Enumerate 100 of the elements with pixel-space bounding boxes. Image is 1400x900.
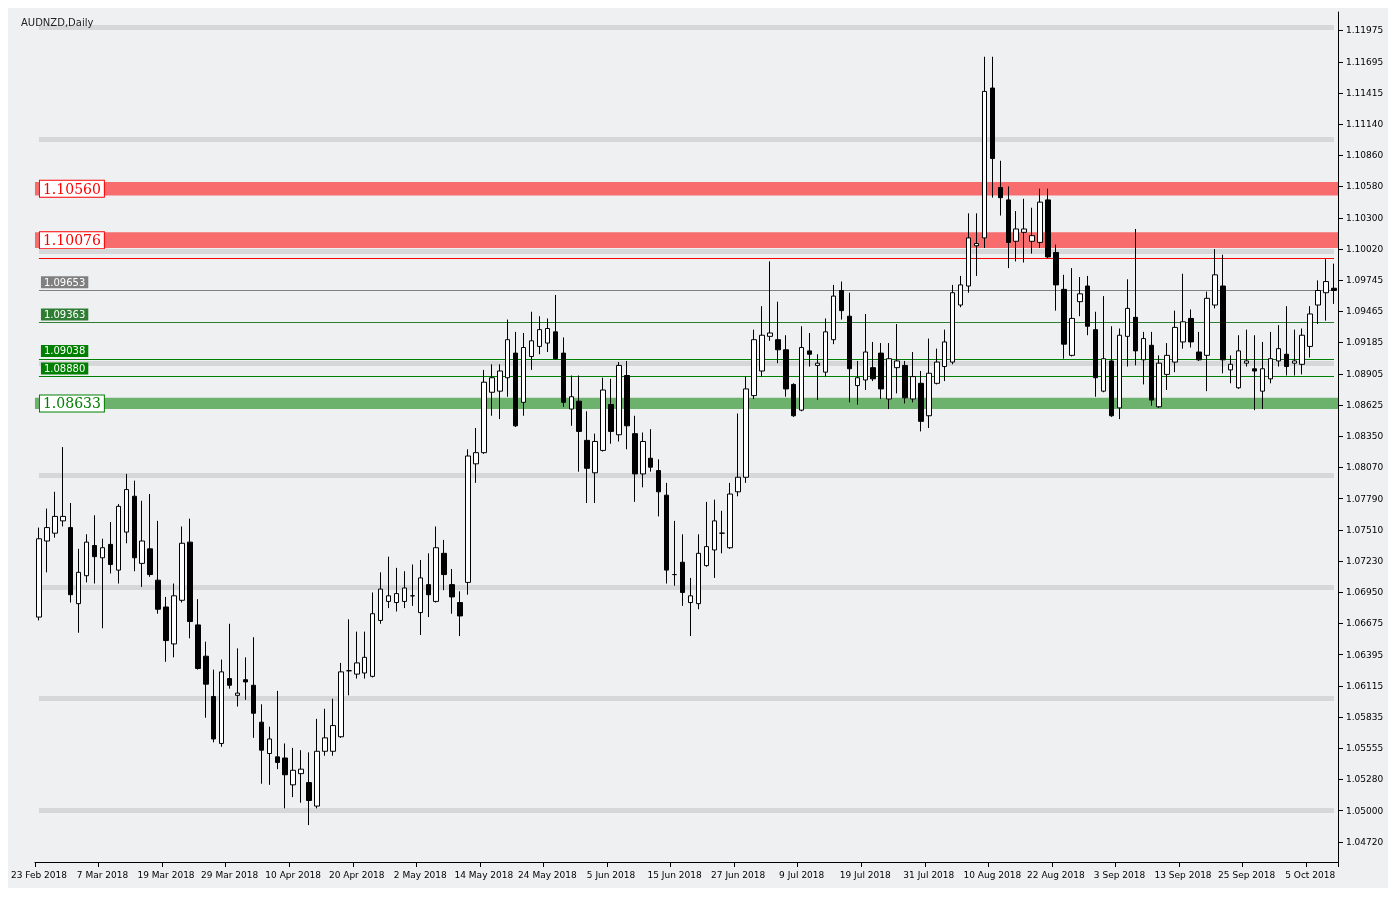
candlestick [1299,328,1305,375]
candlestick [839,281,844,321]
candlestick [322,708,328,757]
y-tick-label: 1.07230 [1346,556,1384,567]
band-label: 1.10560 [42,180,101,197]
y-tick-label: 1.04720 [1346,836,1384,847]
y-tick-label: 1.09465 [1346,306,1384,317]
candlestick [219,659,224,748]
candlestick [672,520,677,587]
candlestick [894,323,900,394]
candlestick [132,480,137,572]
candlestick [735,413,741,497]
candlestick [394,567,399,612]
y-tick-label: 1.11975 [1346,25,1384,36]
candlestick [648,428,653,473]
candlestick [100,538,105,629]
candlestick [282,742,288,809]
candlestick [918,370,924,432]
candlestick [958,275,963,308]
candlestick [68,502,73,604]
candlestick [1149,331,1154,407]
candlestick [76,548,81,634]
candlestick [195,598,201,671]
candlestick [966,212,971,294]
candlestick [1323,258,1329,322]
candlestick [815,353,820,401]
candlestick [855,360,860,406]
candlestick [576,374,582,473]
candlestick [1101,295,1106,393]
candlestick [473,427,479,484]
candlestick [1180,273,1186,350]
candlestick [354,631,360,680]
candlestick [1164,342,1170,391]
candlestick [656,458,661,517]
candlestick [1284,305,1289,376]
candlestick [1268,331,1273,384]
candlestick [847,292,852,403]
candlestick [1061,274,1067,360]
candlestick [449,568,455,615]
candlestick [1307,305,1313,359]
x-tick-label: 19 Jul 2018 [839,869,891,880]
candlestick [1220,254,1226,374]
candlestick [124,473,129,544]
y-tick-label: 1.06115 [1346,680,1384,691]
candlestick [759,305,765,378]
candlestick [108,521,113,574]
candlestick [1093,311,1098,398]
candlestick [545,317,550,353]
y-tick-label: 1.09185 [1346,337,1384,348]
candlestick [386,556,391,609]
y-tick-label: 1.06395 [1346,649,1384,660]
candlestick [624,360,630,450]
x-tick-label: 20 Apr 2018 [328,869,385,880]
chart-title: AUDNZD,Daily [21,16,94,28]
candlestick [1117,328,1122,420]
x-tick-label: 5 Oct 2018 [1285,869,1336,880]
y-tick-label: 1.11140 [1346,118,1384,129]
candlestick [743,376,749,484]
candlestick [719,510,725,554]
candlestick [831,284,836,345]
band-label: 1.08633 [42,395,101,412]
ref-line-label: 1.09653 [43,276,86,288]
candlestick [1315,279,1321,325]
candlestick [807,332,812,368]
ref-line-label: 1.09038 [43,345,86,357]
y-tick-label: 1.05280 [1346,774,1384,785]
candlestick [346,618,352,696]
candlestick [863,313,868,391]
candlestick [1212,248,1218,309]
candlestick [926,338,932,429]
candlestick [569,374,574,427]
candlestick [990,56,995,199]
y-tick-label: 1.08625 [1346,400,1384,411]
candlestick [537,315,542,355]
x-tick-label: 13 Sep 2018 [1154,869,1212,880]
candlestick [704,501,709,568]
y-tick-label: 1.10020 [1346,244,1384,255]
y-tick-label: 1.11415 [1346,88,1384,99]
candlestick [521,332,526,417]
candlestick [775,301,781,364]
y-tick-label: 1.11695 [1346,56,1384,67]
candlestick [505,319,510,398]
candlestick [441,539,447,591]
candlestick [1133,228,1138,366]
candlestick [139,500,145,588]
candlestick [680,533,685,607]
candlestick [418,559,423,636]
y-tick-label: 1.07790 [1346,493,1384,504]
candlestick [481,369,487,455]
candlestick [275,690,280,770]
x-tick-label: 29 Mar 2018 [201,869,259,880]
candlestick [553,294,558,361]
candlestick [457,590,463,637]
candlestick [664,482,669,585]
candlestick [529,311,534,371]
x-tick-label: 2 May 2018 [393,869,448,880]
candlestick [616,361,622,442]
candlestick [259,703,264,785]
x-tick-label: 5 Jun 2018 [586,869,636,880]
candlestick [163,596,169,663]
